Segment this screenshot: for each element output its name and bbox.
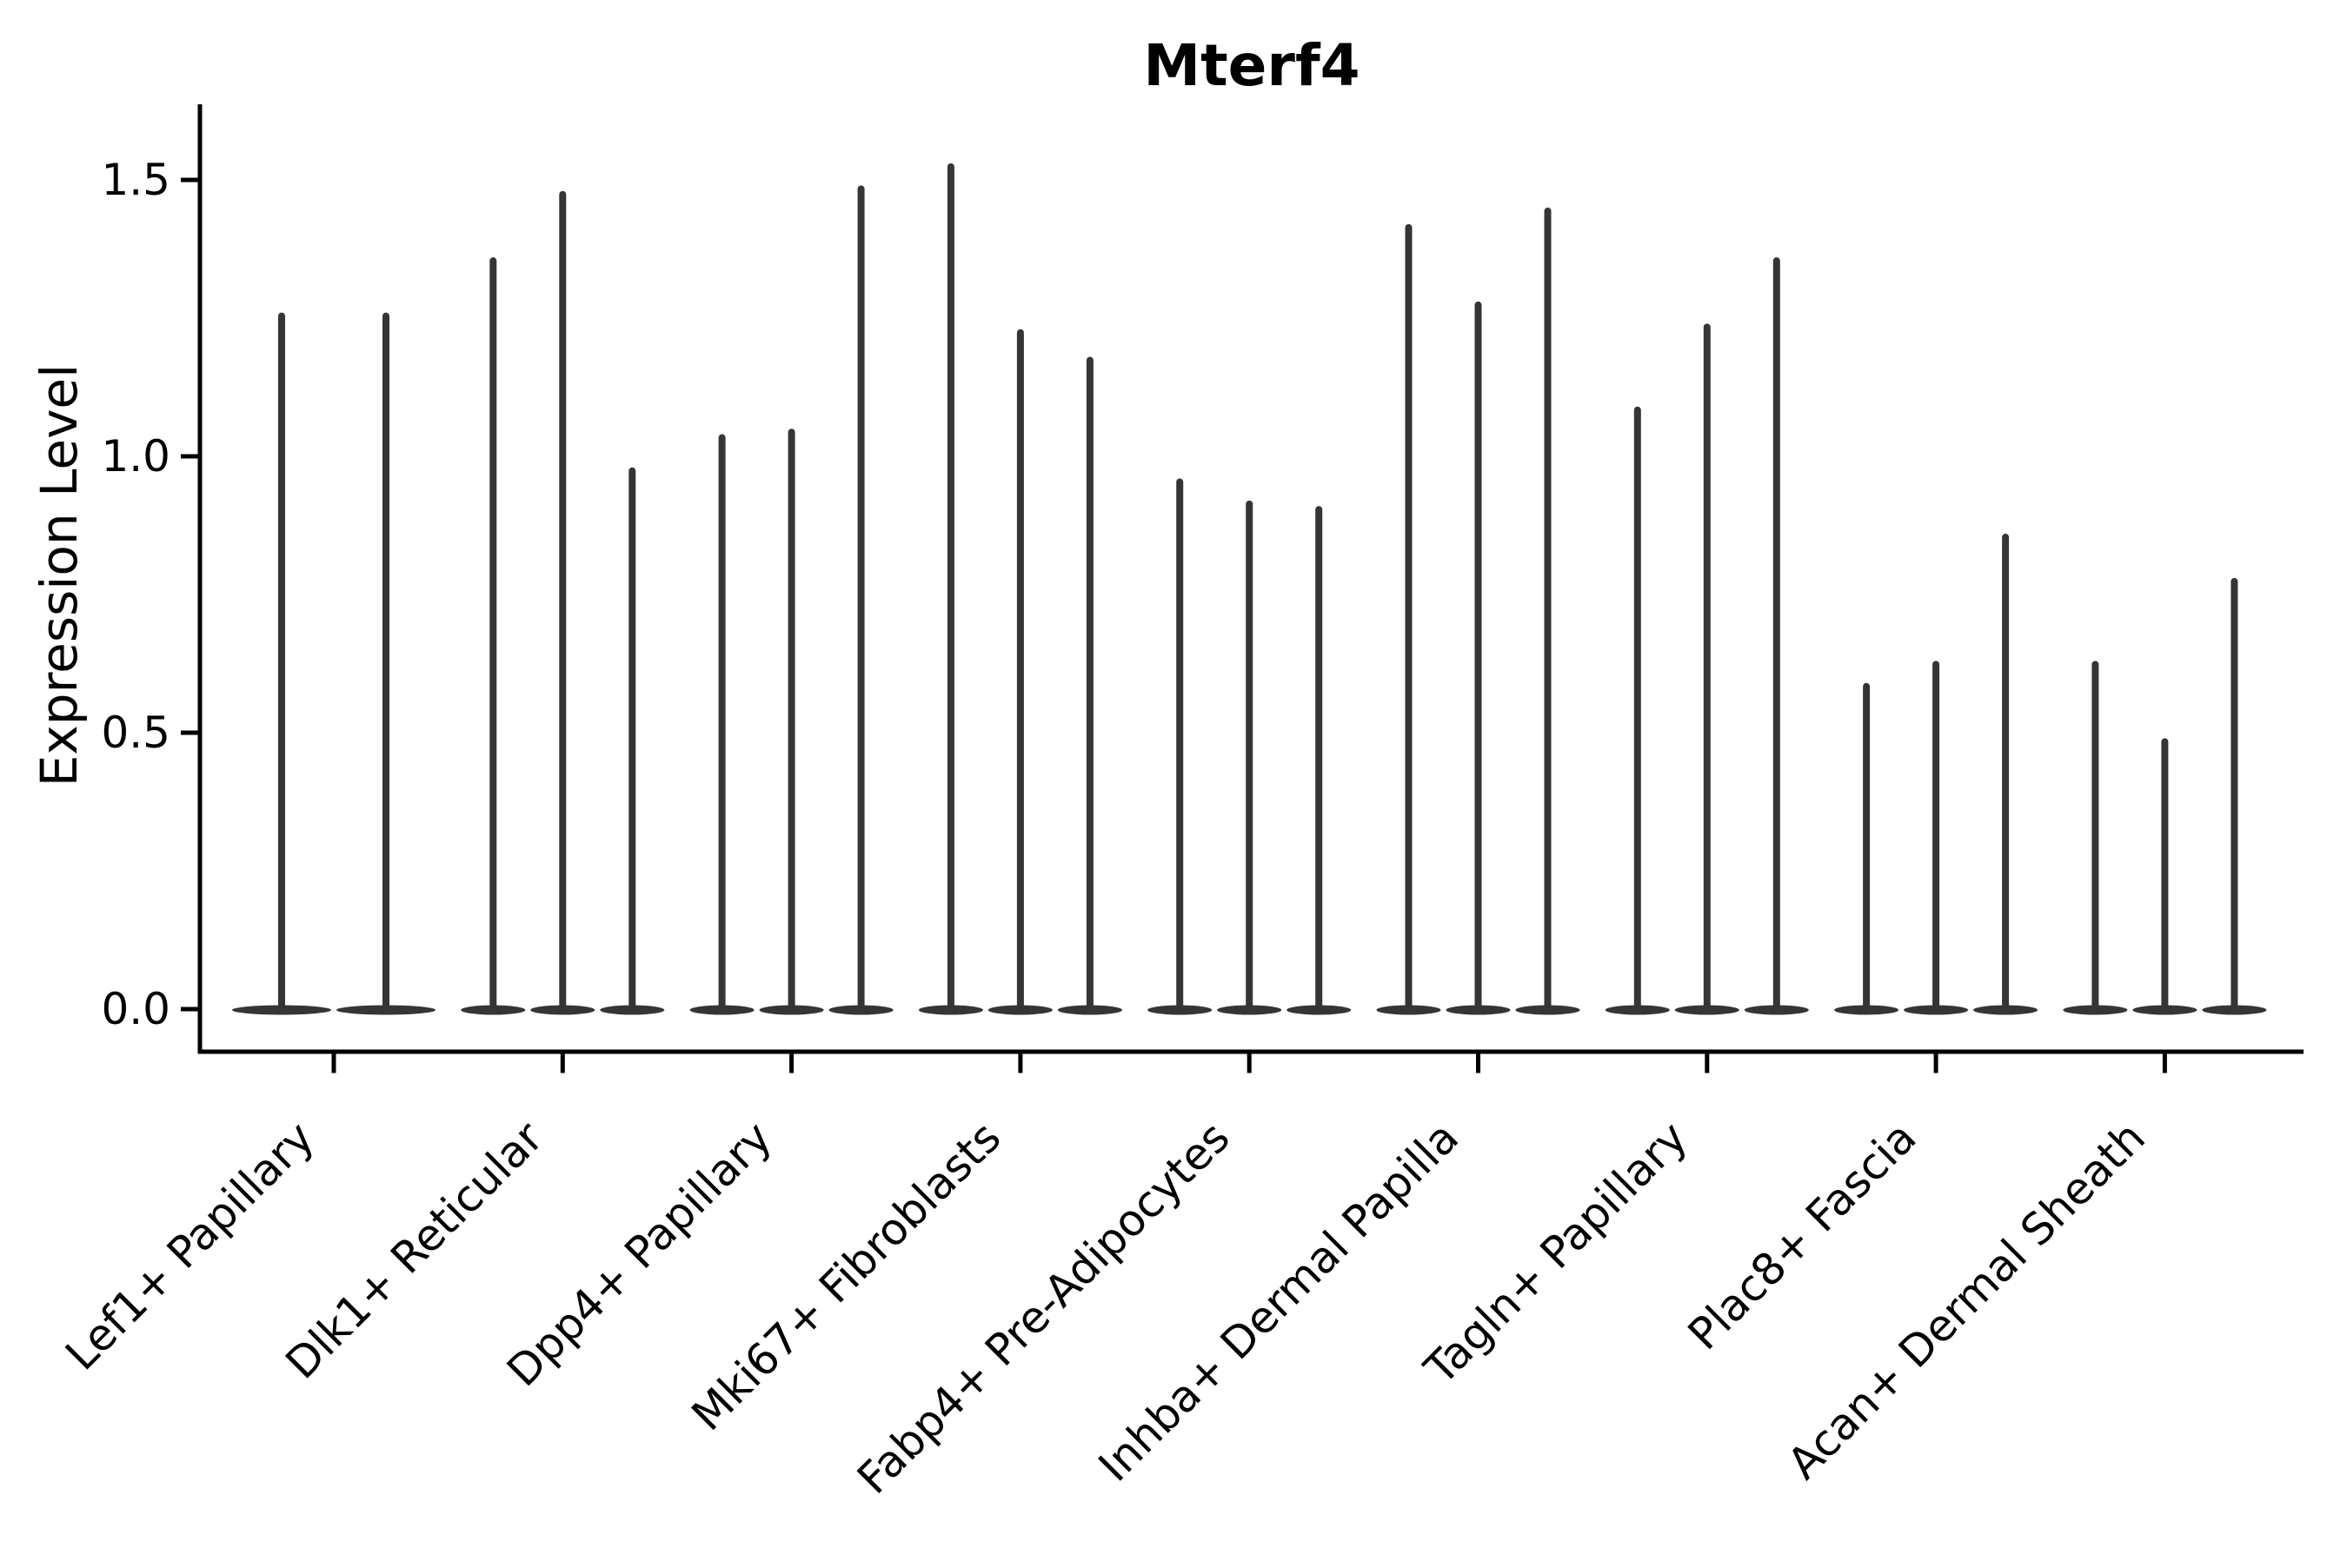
violin	[759, 429, 824, 1015]
violin	[232, 312, 331, 1015]
violin	[1834, 682, 1899, 1015]
violin	[530, 190, 595, 1015]
violin	[1057, 356, 1122, 1015]
violin	[918, 163, 983, 1015]
x-tick-label-4: Fabp4+ Pre-Adipocytes	[848, 1112, 1240, 1504]
y-tick-label-0: 0.0	[101, 984, 170, 1034]
violin	[1744, 257, 1809, 1015]
violin	[1446, 301, 1511, 1015]
violin	[1973, 534, 2038, 1015]
violin	[2132, 738, 2197, 1015]
violin	[1147, 478, 1213, 1015]
violin	[336, 312, 435, 1015]
violin	[461, 257, 526, 1015]
violin	[2063, 661, 2128, 1015]
violin	[1904, 661, 1969, 1015]
violin	[1217, 500, 1282, 1015]
x-tick-label-7: Plac8+ Fascia	[1679, 1112, 1926, 1359]
y-tick-label-1: 0.5	[101, 708, 170, 758]
violin	[2202, 577, 2267, 1015]
x-tick-label-0: Lef1+ Papillary	[56, 1112, 323, 1379]
y-tick-label-2: 1.0	[101, 431, 170, 482]
violin	[1376, 223, 1441, 1015]
violin	[987, 329, 1053, 1015]
violins-layer	[232, 163, 2267, 1015]
y-tick-label-3: 1.5	[101, 155, 170, 205]
violin	[1605, 406, 1670, 1015]
violin	[1515, 207, 1580, 1015]
violin	[689, 434, 755, 1015]
y-axis-label: Expression Level	[30, 364, 89, 787]
violin	[828, 185, 894, 1015]
violin	[1287, 506, 1352, 1015]
chart-title: Mterf4	[1143, 32, 1360, 99]
violin	[600, 467, 665, 1015]
violin	[1674, 323, 1739, 1015]
